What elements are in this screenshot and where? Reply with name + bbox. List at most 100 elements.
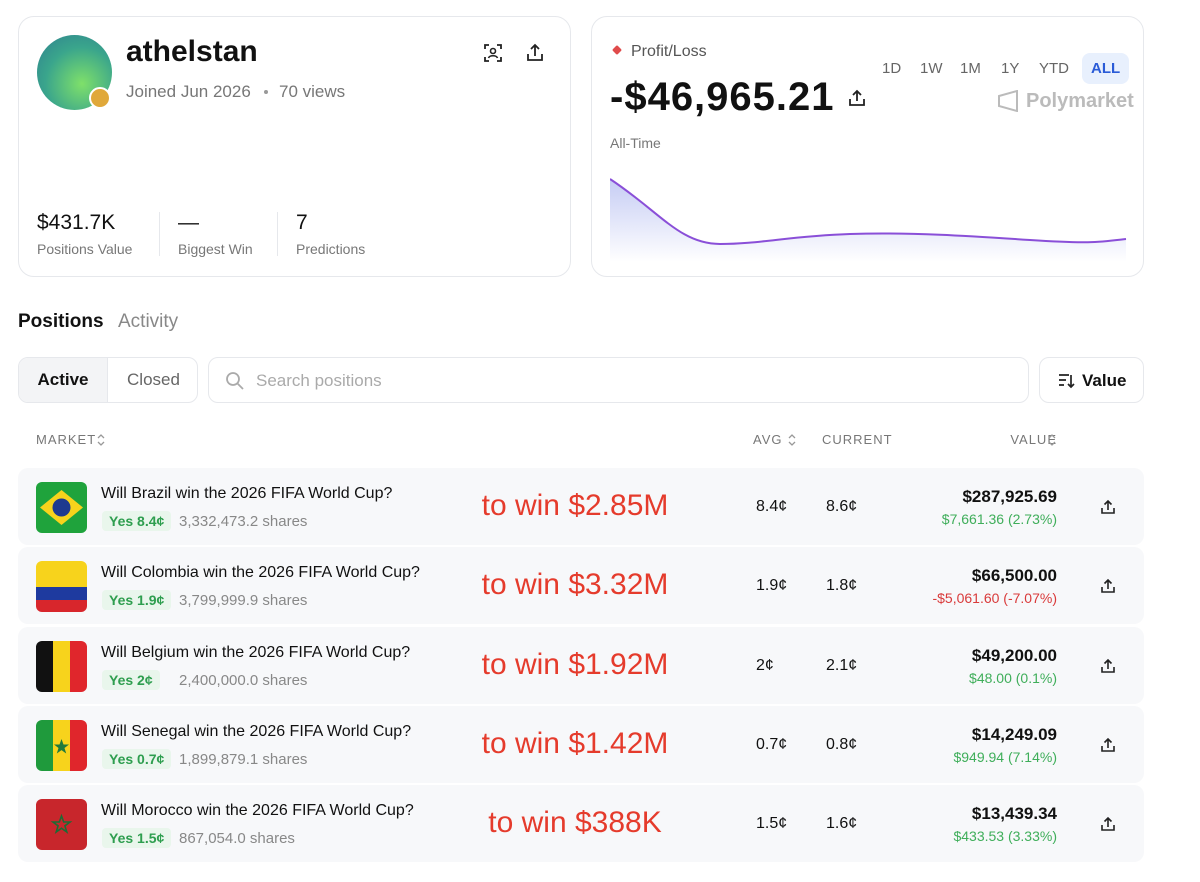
pnl-share-icon[interactable] xyxy=(848,89,866,107)
annotation: to win $1.42M xyxy=(481,726,669,760)
position-change: $949.94 (7.14%) xyxy=(953,748,1057,765)
range-option[interactable]: YTD xyxy=(1039,60,1069,77)
position-change: $48.00 (0.1%) xyxy=(969,669,1057,686)
stat-divider xyxy=(277,212,278,256)
sort-label: Value xyxy=(1082,371,1127,390)
position-change: $433.53 (3.33%) xyxy=(953,828,1057,845)
avg-price: 1.5¢ xyxy=(756,815,788,833)
badge xyxy=(89,87,111,109)
row-share-icon[interactable] xyxy=(1100,578,1116,594)
avg-price: 8.4¢ xyxy=(756,498,788,515)
current-price: 2.1¢ xyxy=(826,656,858,674)
current-price: 1.8¢ xyxy=(826,577,858,595)
sort-icon xyxy=(1059,374,1075,389)
range-option[interactable]: 1M xyxy=(960,60,981,77)
position-value: $49,200.00 xyxy=(971,645,1057,665)
search-box[interactable]: Search positions xyxy=(208,357,1029,403)
flag xyxy=(36,719,87,771)
position-value: $14,249.09 xyxy=(971,724,1057,744)
flag xyxy=(36,482,87,533)
tab[interactable]: Activity xyxy=(118,311,179,332)
column-header: VALUE xyxy=(1010,432,1057,447)
flag xyxy=(36,799,87,851)
avg-price: 1.9¢ xyxy=(756,577,788,595)
joined: Joined Jun 2026 xyxy=(126,82,251,101)
sort-indicator[interactable] xyxy=(787,433,797,447)
stat-value: $431.7K xyxy=(37,211,116,234)
outcome-pill: Yes 2¢ xyxy=(102,669,160,690)
share-icon[interactable] xyxy=(525,43,545,63)
brand-logo xyxy=(998,90,1018,112)
shares: 3,799,999.9 shares xyxy=(179,592,308,610)
range-option[interactable]: 1Y xyxy=(1001,60,1020,77)
annotation: to win $2.85M xyxy=(481,489,669,522)
pnl-period: All-Time xyxy=(610,135,661,151)
brand: Polymarket xyxy=(1026,90,1134,112)
annotation: to win $3.32M xyxy=(481,568,669,602)
tab[interactable]: Positions xyxy=(18,311,104,332)
market-title: Will Colombia win the 2026 FIFA World Cu… xyxy=(101,564,420,582)
market-title: Will Senegal win the 2026 FIFA World Cup… xyxy=(101,722,412,740)
row-share-icon[interactable] xyxy=(1100,816,1116,832)
filter-group: Active Closed xyxy=(18,357,198,403)
search-icon xyxy=(226,372,244,390)
position-change: -$5,061.60 (-7.07%) xyxy=(932,590,1057,607)
column-header: AVG xyxy=(753,432,783,447)
sort-button[interactable]: Value xyxy=(1039,357,1144,403)
shares: 867,054.0 shares xyxy=(179,830,295,848)
shares: 3,332,473.2 shares xyxy=(179,513,308,530)
outcome-pill: Yes 1.9¢ xyxy=(102,590,172,611)
current-price: 8.6¢ xyxy=(826,498,858,515)
stat-value: — xyxy=(178,211,199,234)
position-row[interactable]: Will Colombia win the 2026 FIFA World Cu… xyxy=(18,547,1144,625)
position-row[interactable]: Will Senegal win the 2026 FIFA World Cup… xyxy=(18,705,1144,783)
position-change: $7,661.36 (2.73%) xyxy=(941,511,1057,527)
stat-label: Biggest Win xyxy=(178,241,253,257)
current-price: 1.6¢ xyxy=(826,815,858,833)
range-option[interactable]: ALL xyxy=(1082,53,1130,84)
outcome-pill: Yes 0.7¢ xyxy=(102,748,172,769)
separator xyxy=(264,90,268,94)
position-row[interactable]: Will Brazil win the 2026 FIFA World Cup?… xyxy=(18,468,1144,545)
sort-indicator[interactable] xyxy=(96,433,106,447)
shares: 2,400,000.0 shares xyxy=(179,671,308,689)
position-row[interactable]: Will Belgium win the 2026 FIFA World Cup… xyxy=(18,626,1144,704)
pnl-card: Profit/Loss 1D 1W 1M 1Y YTD ALL -$46,965.21 P… xyxy=(591,16,1144,277)
avg-price: 0.7¢ xyxy=(756,735,788,753)
outcome-pill: Yes 1.5¢ xyxy=(102,828,172,849)
filter-option[interactable]: Active xyxy=(19,358,107,402)
scan-icon[interactable] xyxy=(483,43,503,63)
row-share-icon[interactable] xyxy=(1100,737,1116,753)
avg-price: 2¢ xyxy=(756,656,774,674)
range-option[interactable]: 1D xyxy=(882,60,902,77)
column-header: MARKET xyxy=(36,432,97,447)
annotation: to win $388K xyxy=(488,806,662,840)
market-title: Will Morocco win the 2026 FIFA World Cup… xyxy=(101,802,414,820)
pnl-indicator xyxy=(612,45,622,55)
position-value: $287,925.69 xyxy=(962,487,1057,506)
filter-option[interactable]: Closed xyxy=(107,358,197,402)
position-value: $13,439.34 xyxy=(971,804,1057,824)
position-row[interactable]: Will Morocco win the 2026 FIFA World Cup… xyxy=(18,785,1144,863)
row-share-icon[interactable] xyxy=(1100,658,1116,674)
column-header: CURRENT xyxy=(822,432,893,447)
sort-indicator[interactable] xyxy=(1047,433,1057,447)
stat-label: Positions Value xyxy=(37,241,133,257)
pnl-amount: -$46,965.21 xyxy=(610,75,835,119)
range-option[interactable]: 1W xyxy=(920,60,943,77)
views: 70 views xyxy=(279,82,346,101)
market-title: Will Belgium win the 2026 FIFA World Cup… xyxy=(101,643,411,661)
current-price: 0.8¢ xyxy=(826,735,858,753)
stat-divider xyxy=(159,212,160,256)
profile-card: athelstan Joined Jun 2026 70 views $431.… xyxy=(18,16,571,277)
flag xyxy=(36,561,87,613)
stat-label: Predictions xyxy=(296,241,366,257)
flag xyxy=(36,640,87,692)
annotation: to win $1.92M xyxy=(481,647,669,681)
position-value: $66,500.00 xyxy=(971,566,1057,586)
row-share-icon[interactable] xyxy=(1100,499,1116,515)
search-placeholder: Search positions xyxy=(256,371,382,390)
pnl-label: Profit/Loss xyxy=(631,43,707,60)
